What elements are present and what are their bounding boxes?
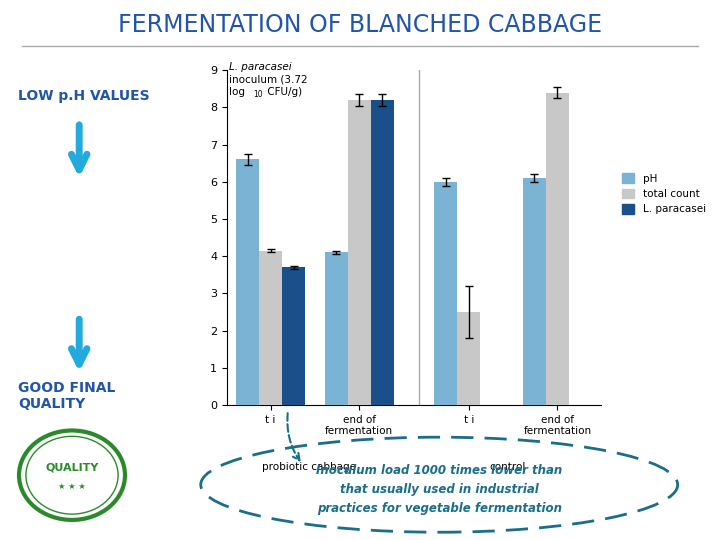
- Text: probiotic cabbage: probiotic cabbage: [262, 462, 356, 472]
- Text: FERMENTATION OF BLANCHED CABBAGE: FERMENTATION OF BLANCHED CABBAGE: [118, 14, 602, 37]
- Text: CFU/g): CFU/g): [264, 87, 302, 98]
- Bar: [523, 178, 546, 405]
- Bar: [282, 267, 305, 405]
- Text: LOW p.H VALUES: LOW p.H VALUES: [18, 89, 150, 103]
- Text: L. paracasei: L. paracasei: [229, 62, 292, 72]
- Text: Inoculum load 1000 times lower than
that usually used in industrial
practices fo: Inoculum load 1000 times lower than that…: [316, 464, 562, 515]
- Bar: [371, 100, 394, 405]
- Bar: [434, 182, 457, 405]
- Bar: [457, 312, 480, 405]
- Text: ★ ★ ★: ★ ★ ★: [58, 482, 86, 491]
- Text: 10: 10: [253, 90, 263, 99]
- Bar: [236, 159, 259, 405]
- Bar: [259, 251, 282, 405]
- Text: QUALITY: QUALITY: [45, 462, 99, 472]
- Text: inoculum (3.72: inoculum (3.72: [229, 75, 307, 85]
- Legend: pH, total count, L. paracasei: pH, total count, L. paracasei: [618, 169, 710, 219]
- Text: GOOD FINAL
QUALITY: GOOD FINAL QUALITY: [18, 381, 115, 411]
- Bar: [325, 253, 348, 405]
- Text: control: control: [489, 462, 526, 472]
- Bar: [348, 100, 371, 405]
- Bar: [546, 92, 569, 405]
- Text: log: log: [229, 87, 245, 98]
- Text: INHIBITION OF
UNDESIDERABLE
MICRORGANISMS: INHIBITION OF UNDESIDERABLE MICRORGANISM…: [43, 219, 173, 267]
